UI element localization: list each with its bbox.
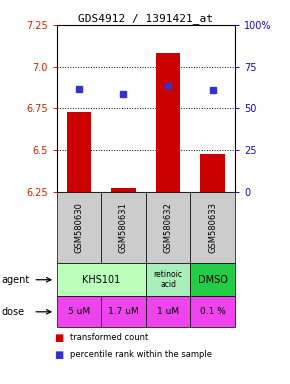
Text: transformed count: transformed count	[70, 333, 148, 342]
Text: 5 uM: 5 uM	[68, 307, 90, 316]
Text: retinoic
acid: retinoic acid	[153, 270, 182, 290]
Bar	[156, 53, 180, 192]
Text: GSM580630: GSM580630	[74, 202, 83, 253]
Text: GSM580633: GSM580633	[208, 202, 217, 253]
Text: ■: ■	[54, 333, 63, 343]
Text: DMSO: DMSO	[198, 275, 228, 285]
Text: KHS101: KHS101	[82, 275, 120, 285]
Text: 1 uM: 1 uM	[157, 307, 179, 316]
Text: percentile rank within the sample: percentile rank within the sample	[70, 350, 212, 359]
Text: 0.1 %: 0.1 %	[200, 307, 226, 316]
Text: GDS4912 / 1391421_at: GDS4912 / 1391421_at	[77, 13, 213, 24]
Text: GSM580631: GSM580631	[119, 202, 128, 253]
Text: agent: agent	[1, 275, 30, 285]
Text: ■: ■	[54, 350, 63, 360]
Text: dose: dose	[1, 307, 25, 317]
Text: 1.7 uM: 1.7 uM	[108, 307, 139, 316]
Text: GSM580632: GSM580632	[164, 202, 173, 253]
Bar	[67, 112, 91, 192]
Bar	[111, 188, 136, 192]
Bar	[200, 154, 225, 192]
